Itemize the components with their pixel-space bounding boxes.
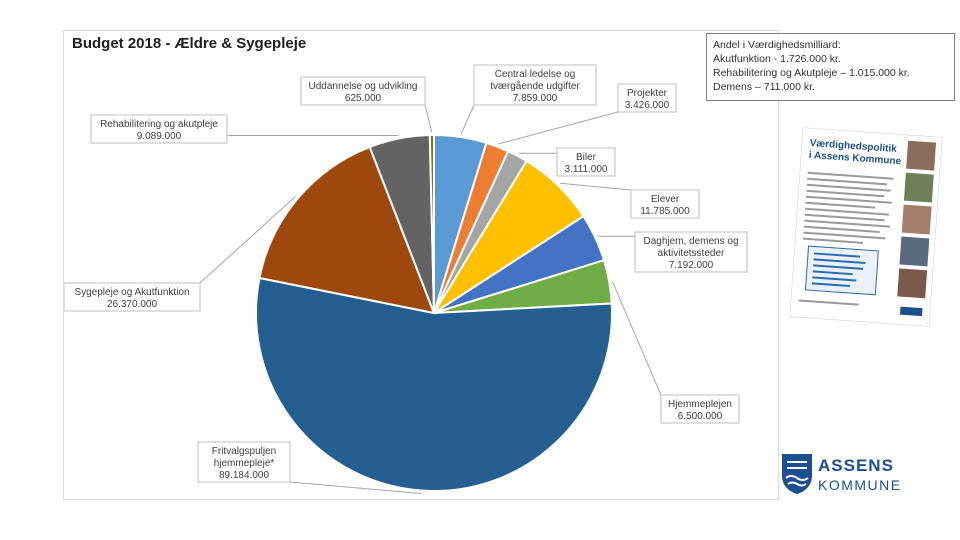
leader-line (498, 111, 619, 145)
callout-box (660, 394, 740, 424)
pie-slices (255, 133, 613, 492)
callout-box (90, 114, 228, 144)
leader-line (289, 481, 422, 494)
data-label: Hjemmeplejen (668, 399, 732, 410)
data-label: 26.370.000 (107, 299, 157, 310)
data-label: Elever (651, 194, 680, 205)
data-label: 7.859.000 (513, 93, 558, 104)
data-label: Rehabilitering og akutpleje (100, 119, 218, 130)
data-label: aktivitetssteder (658, 248, 725, 259)
info-box: Andel i Værdighedsmilliard: Akutfunktion… (706, 33, 955, 101)
leader-line (611, 280, 662, 396)
data-label: tværgående udgifter (490, 80, 580, 92)
assens-kommune-logo: ASSENS KOMMUNE (780, 452, 920, 500)
data-label: 7.192.000 (669, 260, 714, 271)
callout-box (300, 76, 426, 106)
info-line: Demens – 711.000 kr. (713, 81, 815, 93)
coat-of-arms-icon (782, 454, 812, 494)
data-label: 3.426.000 (625, 100, 670, 111)
data-label: Daghjem, demens og (643, 236, 738, 247)
callout-box (634, 231, 748, 273)
callout-box (617, 83, 677, 113)
data-label: Projekter (627, 88, 668, 99)
pie-slice (258, 145, 436, 315)
data-label: 9.089.000 (137, 131, 182, 142)
logo-subname: KOMMUNE (818, 477, 902, 493)
callout-box (64, 282, 201, 312)
callout-box (473, 64, 597, 106)
data-label: Uddannelse og udvikling (309, 81, 418, 92)
leader-line (560, 182, 632, 191)
pie-slice (255, 276, 613, 492)
callout-box (630, 189, 700, 219)
data-label: 6.500.000 (678, 411, 723, 422)
data-label: 89.184.000 (219, 470, 269, 481)
logo-name: ASSENS (818, 456, 894, 475)
data-label: hjemmepleje* (214, 458, 275, 469)
info-line: Rehabilitering og Akutpleje – 1.015.000 … (713, 67, 910, 79)
pie-slice (428, 133, 435, 314)
data-label: 3.111.000 (564, 164, 607, 175)
leader-line (424, 104, 433, 133)
data-label: 625.000 (345, 93, 382, 104)
info-line: Andel i Værdighedsmilliard: (713, 39, 841, 51)
chart-panel: Budget 2018 - Ældre & Sygepleje Central … (63, 30, 779, 500)
chart-title: Budget 2018 - Ældre & Sygepleje (72, 35, 307, 52)
callout-box (197, 441, 291, 483)
callout-box (556, 147, 616, 177)
leader-line (460, 104, 475, 135)
data-label: Biler (576, 152, 597, 163)
data-label: 11.785.000 (640, 206, 690, 217)
data-label: Central ledelse og (495, 69, 576, 80)
leader-line (199, 196, 296, 284)
brochure-image: Værdighedspolitik i Assens Kommune (789, 127, 943, 327)
data-label: Sygepleje og Akutfunktion (74, 287, 189, 298)
info-line: Akutfunktion - 1.726.000 kr. (713, 53, 841, 65)
data-label: Fritvalgspuljen (212, 446, 276, 457)
